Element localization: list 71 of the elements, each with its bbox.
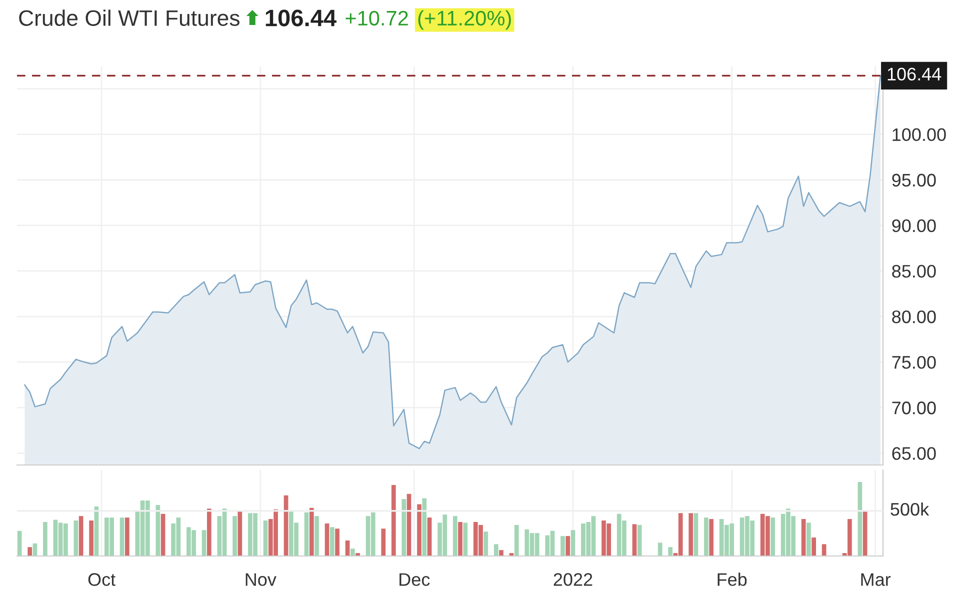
bar	[668, 547, 673, 556]
bar	[770, 518, 776, 556]
text: 106.44	[266, 10, 336, 26]
y-tick-label: 100.00	[892, 128, 946, 142]
x-tick-label: 2022	[554, 573, 592, 586]
bar	[304, 512, 309, 556]
bar	[704, 518, 708, 556]
bar	[28, 547, 32, 556]
x-tick-label: Oct	[88, 573, 116, 586]
y-tick-label: 65.00	[892, 447, 936, 460]
y-tick-label: 90.00	[892, 219, 936, 232]
x-tick-label: Nov	[246, 573, 276, 586]
bar	[78, 516, 84, 556]
bar	[658, 542, 662, 556]
bar	[637, 524, 642, 556]
bar	[330, 527, 334, 556]
y-tick-label: 70.00	[892, 402, 936, 414]
bar	[89, 520, 94, 556]
bar	[202, 530, 206, 556]
y-tick-label: 95.00	[892, 174, 936, 187]
bar	[309, 508, 314, 556]
bar	[709, 519, 714, 556]
x-tick-label: Mar	[861, 573, 891, 586]
y-tick-label: 80.00	[892, 310, 936, 324]
bar	[422, 498, 427, 556]
bar	[862, 510, 868, 556]
bar	[570, 530, 576, 556]
bar	[263, 520, 268, 556]
bar	[560, 536, 565, 556]
y-tick-label: 85.00	[892, 264, 936, 278]
bar	[232, 516, 237, 556]
bar	[43, 522, 48, 556]
bar	[94, 506, 99, 556]
bar	[632, 524, 637, 556]
bar	[324, 523, 330, 556]
bar	[458, 522, 462, 556]
bar	[402, 499, 406, 556]
bar	[514, 524, 519, 556]
text: +10.72	[346, 10, 408, 26]
bar	[452, 516, 458, 556]
bar	[381, 528, 386, 556]
bar	[427, 518, 432, 556]
bar	[812, 538, 816, 556]
bar	[156, 504, 160, 556]
bar	[566, 536, 570, 556]
bar	[688, 513, 694, 556]
x-tick-label: Feb	[718, 572, 747, 586]
bar	[499, 550, 504, 556]
bar	[806, 522, 811, 556]
bar	[463, 522, 468, 556]
bar	[391, 485, 396, 556]
bar	[314, 516, 319, 556]
bar	[417, 504, 422, 556]
y-tick-label: 75.00	[892, 356, 936, 369]
bar	[484, 532, 488, 556]
text: (+11.20%)	[418, 10, 511, 30]
bar	[801, 519, 806, 556]
bar	[694, 513, 698, 556]
bar	[238, 510, 242, 556]
chart-title: Crude Oil WTI Futures	[19, 10, 240, 26]
bar	[74, 520, 78, 556]
bar	[160, 514, 166, 556]
bar	[494, 544, 498, 556]
ref-line-label: 106.44	[888, 68, 942, 81]
bar	[206, 508, 212, 556]
ref-line-label: 500k	[890, 502, 930, 516]
bar	[350, 548, 355, 556]
bar	[124, 518, 130, 556]
x-tick-label: Dec	[400, 573, 430, 586]
bar	[335, 528, 340, 556]
bar	[120, 518, 124, 556]
